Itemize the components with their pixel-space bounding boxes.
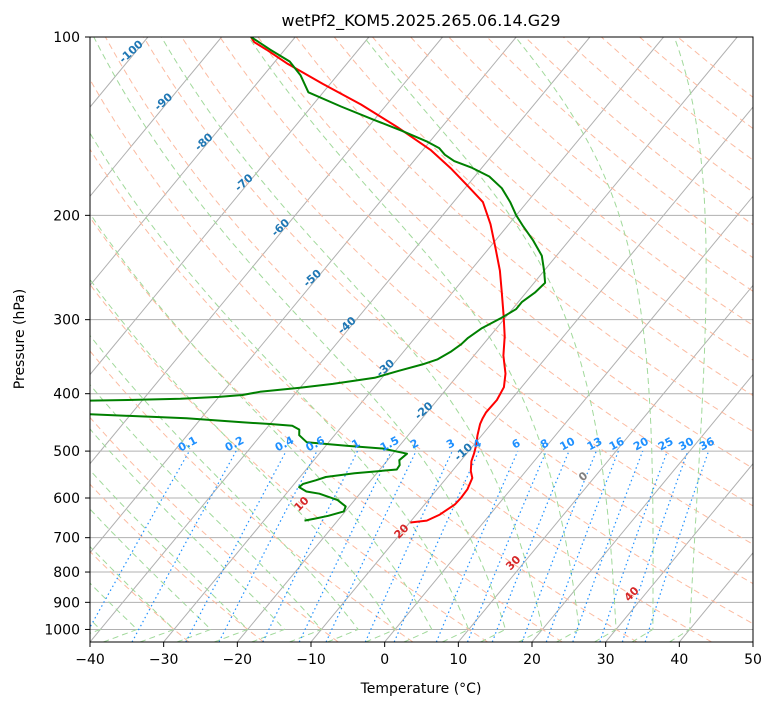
x-tick-label: −40 <box>75 652 105 668</box>
mixing-ratio-line <box>491 450 570 642</box>
isotherm-line <box>531 373 753 642</box>
y-tick-label: 500 <box>53 444 80 460</box>
isotherm-line <box>90 37 517 554</box>
temperature-profile-line <box>250 37 507 524</box>
moist-adiabat-line <box>363 37 617 642</box>
dry-adiabat-line <box>295 37 753 433</box>
moist-adiabat-line <box>90 132 470 642</box>
background-lines <box>90 37 753 642</box>
y-tick-label: 100 <box>53 30 80 46</box>
y-tick-label: 700 <box>53 531 80 547</box>
isotherm-line <box>163 37 664 642</box>
mixing-ratio-line <box>131 450 237 642</box>
mixing-ratio-label: 16 <box>607 434 627 453</box>
mixing-ratio-label: 25 <box>656 435 676 454</box>
x-axis-ticks: −40 −30 −20 −10 0 10 20 30 40 50 <box>75 642 762 668</box>
x-tick-label: −10 <box>296 652 326 668</box>
y-axis-label: Pressure (hPa) <box>12 289 28 389</box>
isotherm-line <box>90 37 296 287</box>
isotherm-line <box>236 37 738 642</box>
isotherm-line <box>384 195 753 642</box>
y-tick-label: 900 <box>53 595 80 611</box>
dry-adiabat-line <box>410 37 753 327</box>
y-tick-label: 1000 <box>44 622 80 638</box>
isotherm-line <box>605 462 753 642</box>
mixing-ratio-line <box>364 450 453 642</box>
dewpoint-profile-line <box>90 37 547 522</box>
x-tick-label: 40 <box>670 652 688 668</box>
plot-frame <box>89 36 754 643</box>
mixing-ratio-label: 13 <box>585 435 605 454</box>
isotherm-line <box>90 37 370 376</box>
dry-adiabat-line <box>333 37 753 397</box>
moist-adiabat-line <box>515 37 654 642</box>
moist-adiabat-line <box>90 212 433 642</box>
y-tick-label: 200 <box>53 208 80 224</box>
y-tick-label: 400 <box>53 387 80 403</box>
mixing-ratio-line <box>545 450 619 642</box>
dry-adiabat-line <box>90 78 712 642</box>
x-tick-label: 50 <box>744 652 762 668</box>
mixing-ratio-label: 30 <box>676 435 696 454</box>
mixing-ratio-line <box>298 450 392 642</box>
y-tick-label: 300 <box>53 313 80 329</box>
moist-adiabat-line <box>90 428 286 642</box>
isotherm-line <box>310 106 753 642</box>
profile-lines <box>90 37 547 524</box>
dry-adiabat-line <box>372 37 753 361</box>
dry-adiabat-line <box>90 350 414 642</box>
x-axis-label: Temperature (°C) <box>360 681 482 697</box>
mixing-ratio-line <box>185 450 287 642</box>
x-tick-label: 0 <box>380 652 389 668</box>
x-tick-label: 30 <box>597 652 615 668</box>
x-tick-label: 20 <box>523 652 541 668</box>
isotherm-line <box>457 284 753 642</box>
dry-adiabat-line <box>90 283 488 642</box>
y-axis-ticks: 100 200 300 400 500 600 700 800 900 1000 <box>44 30 90 638</box>
dry-adiabat-line <box>90 550 190 642</box>
x-tick-label: −30 <box>149 652 179 668</box>
x-tick-label: −20 <box>223 652 253 668</box>
moist-adiabat-line <box>90 278 396 642</box>
mixing-ratio-line <box>521 450 597 642</box>
moist-adiabat-line <box>93 37 507 642</box>
mixing-ratio-label: 10 <box>558 435 578 454</box>
mixing-ratio-line <box>325 450 417 642</box>
isotherm-line <box>90 37 222 198</box>
mixing-ratio-line <box>644 450 710 642</box>
moist-adiabat-line <box>90 383 323 642</box>
chart-title: wetPf2_KOM5.2025.265.06.14.G29 <box>281 11 560 31</box>
dry-adiabat-line <box>90 483 264 642</box>
mixing-ratio-line <box>262 450 359 642</box>
isotherm-line <box>90 37 591 642</box>
y-tick-label: 800 <box>53 565 80 581</box>
mixing-ratio-label: 20 <box>631 435 651 454</box>
moist-adiabat-line <box>160 37 543 642</box>
y-tick-label: 600 <box>53 491 80 507</box>
isotherm-line <box>90 37 443 465</box>
moist-adiabat-line <box>669 37 707 642</box>
mixing-ratio-label: 36 <box>697 434 717 453</box>
x-tick-label: 10 <box>449 652 467 668</box>
mixing-ratio-line <box>621 450 689 642</box>
dry-adiabat-line <box>90 148 638 642</box>
moist-adiabat-line <box>90 334 360 642</box>
